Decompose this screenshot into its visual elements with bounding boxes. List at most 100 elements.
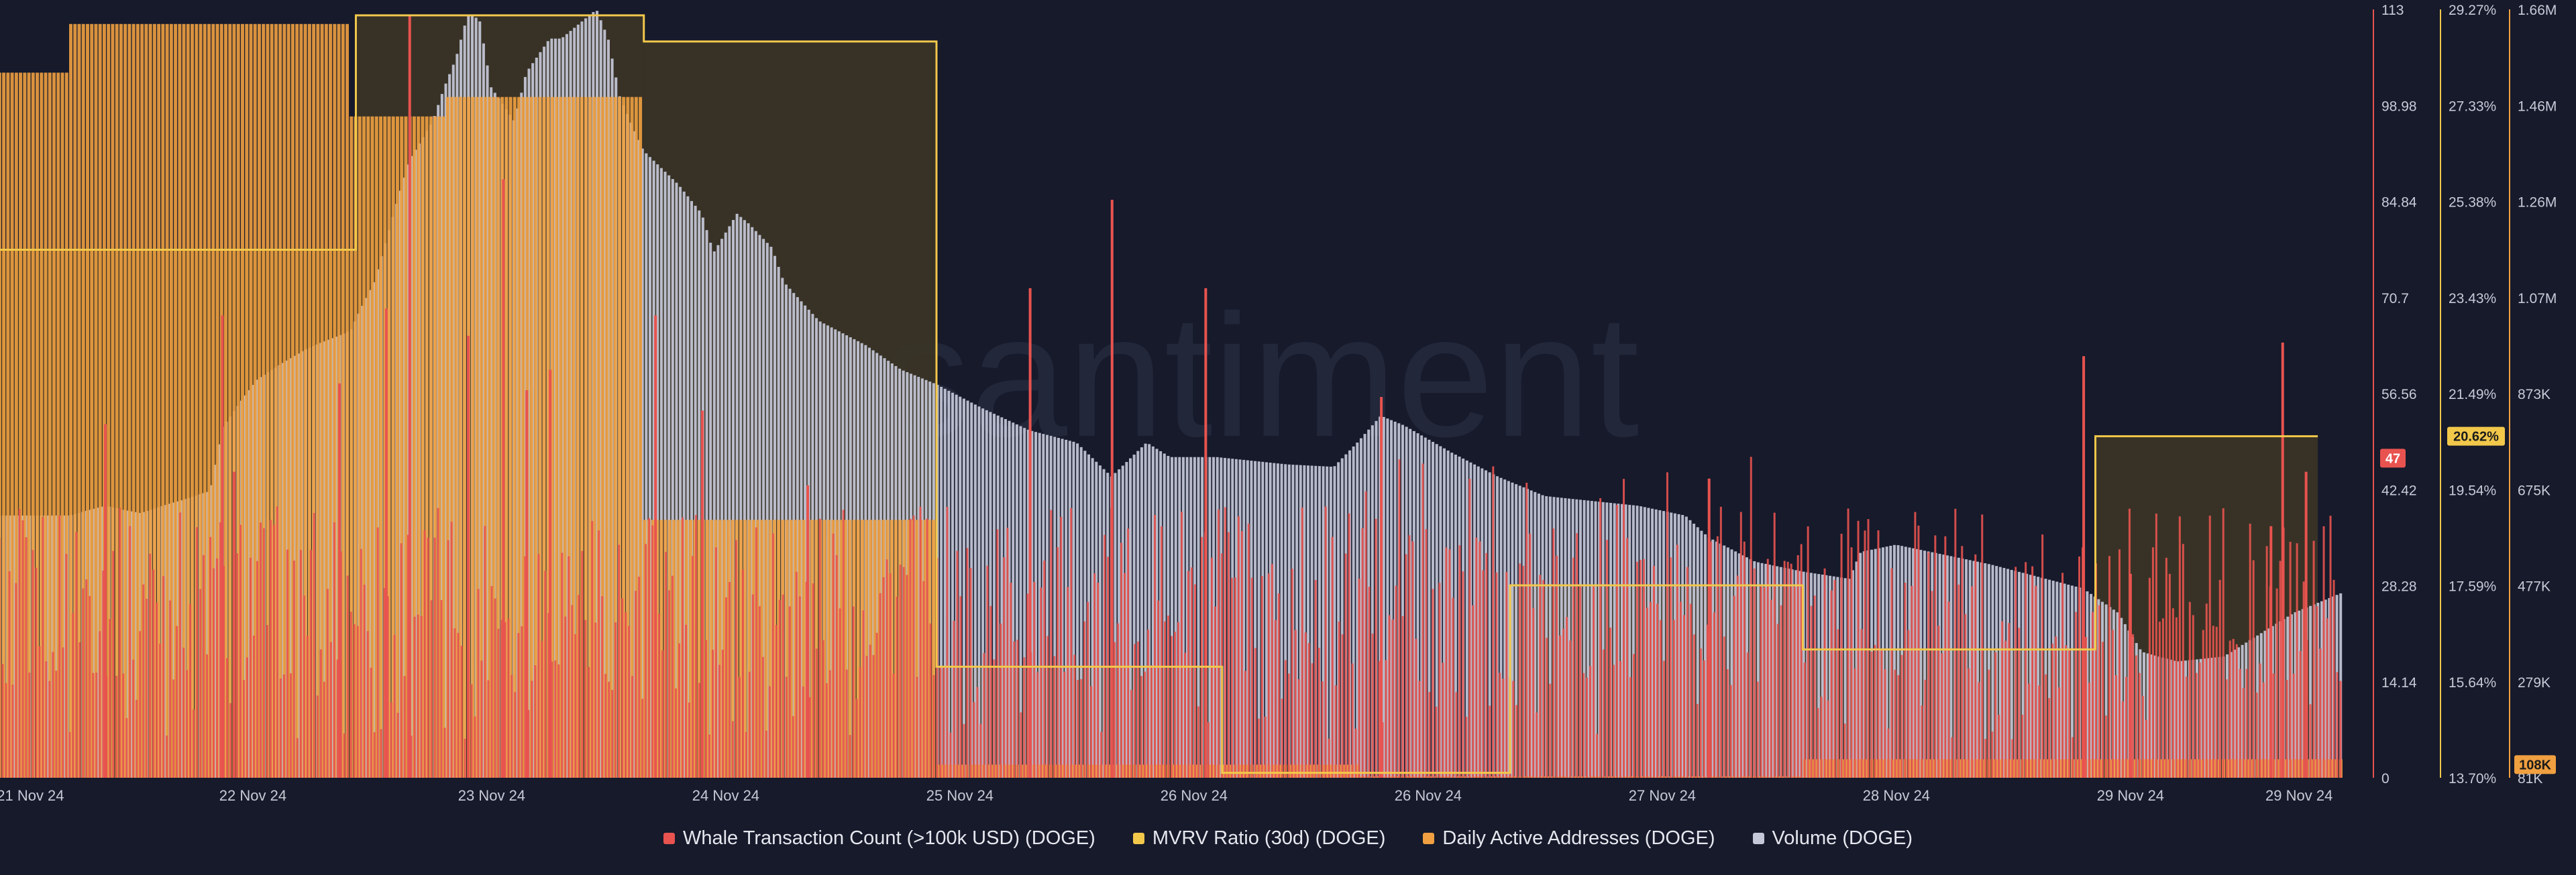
whale-bar — [2337, 672, 2339, 778]
whale-bar — [1348, 514, 1350, 778]
whale-bar — [2182, 544, 2184, 778]
whale-bar — [682, 518, 684, 778]
whale-bar — [1616, 505, 1618, 778]
whale-bar — [196, 527, 198, 778]
whale-bar — [1295, 630, 1297, 778]
legend-item-volume[interactable]: Volume (DOGE) — [1753, 827, 1913, 850]
whale-bar — [2219, 580, 2221, 778]
whale-bar — [769, 686, 771, 778]
whale-bar — [199, 589, 201, 778]
whale-bar — [2118, 549, 2121, 778]
whale-bar — [762, 657, 764, 778]
whale-peak-bar — [2269, 526, 2272, 778]
whale-bar — [286, 550, 288, 778]
whale-bar — [1569, 640, 1571, 778]
whale-bar — [470, 685, 472, 778]
whale-bar — [1291, 569, 1293, 778]
whale-bar — [1697, 704, 1699, 778]
whale-bar — [1693, 634, 1695, 778]
whale-bar — [812, 583, 814, 778]
volume-axis-tick: 1.46M — [2518, 99, 2557, 114]
whale-bar — [1566, 617, 1568, 778]
whale-bar — [1961, 546, 1963, 778]
whale-bar — [1720, 507, 1722, 778]
whale-bar — [1914, 512, 1916, 778]
whale-bar — [2303, 581, 2305, 778]
legend-swatch-volume — [1753, 833, 1764, 844]
santiment-watermark: santiment — [883, 279, 1640, 473]
whale-bar — [2233, 639, 2235, 778]
whale-bar — [2279, 561, 2282, 778]
whale-bar — [11, 685, 13, 778]
whale-bar — [1, 664, 3, 778]
whale-bar — [1676, 544, 1678, 778]
whale-bar — [1529, 534, 1531, 778]
whale-bar — [943, 667, 945, 778]
whale-bar — [873, 655, 875, 778]
whale-bar — [1586, 678, 1588, 778]
whale-bar — [343, 734, 345, 778]
whale-bar — [651, 526, 653, 778]
whale-bar — [1275, 620, 1277, 778]
whale-bar — [2021, 715, 2023, 778]
whale-bar — [1208, 722, 1210, 778]
whale-bar — [1435, 707, 1437, 778]
whale-bar — [638, 577, 640, 778]
whale-bar — [833, 534, 835, 778]
whale-peak-bar — [525, 390, 528, 778]
whale-bar — [843, 510, 845, 778]
whale-bar — [1452, 598, 1454, 778]
whale-bar — [2313, 541, 2315, 778]
whale-bar — [1157, 601, 1159, 778]
whale-bar — [1703, 660, 1705, 778]
whale-bar — [903, 567, 905, 778]
whale-bar — [270, 520, 272, 778]
whale-bar — [879, 593, 881, 778]
whale-bar — [521, 626, 523, 778]
whale-bar — [675, 689, 677, 778]
whale-bar — [474, 717, 476, 778]
whale-bar — [2300, 651, 2302, 778]
whale-bar — [2246, 669, 2248, 778]
whale-bar — [1723, 636, 1725, 778]
whale-bar — [477, 589, 479, 778]
whale-bar — [347, 575, 349, 778]
volume-bar — [1099, 465, 1102, 778]
whale-bar — [2259, 664, 2261, 778]
daa-bar — [295, 24, 299, 778]
whale-bar — [2008, 623, 2010, 778]
x-tick-label: 29 Nov 24 — [2097, 787, 2164, 804]
whale-bar — [2229, 640, 2231, 778]
whale-bar — [1415, 639, 1417, 778]
whale-bar — [2179, 516, 2181, 778]
legend-item-daa[interactable]: Daily Active Addresses (DOGE) — [1423, 827, 1715, 850]
whale-bar — [129, 526, 131, 778]
volume-axis-tick: 1.66M — [2518, 3, 2557, 18]
whale-bar — [2165, 558, 2167, 778]
whale-bar — [2085, 637, 2087, 778]
whale-bar — [367, 631, 369, 778]
x-tick-label: 28 Nov 24 — [1863, 787, 1930, 804]
whale-bar — [1318, 648, 1320, 778]
whale-bar — [1231, 578, 1233, 778]
whale-bar — [5, 683, 7, 778]
legend-item-mvrv[interactable]: MVRV Ratio (30d) (DOGE) — [1133, 827, 1386, 850]
whale-bar — [2290, 542, 2292, 778]
whale-bar — [1626, 538, 1628, 778]
whale-bar — [2226, 679, 2228, 778]
whale-bar — [2276, 589, 2278, 778]
whale-bar — [1606, 540, 1608, 778]
whale-bar — [1244, 671, 1246, 778]
legend-item-whale[interactable]: Whale Transaction Count (>100k USD) (DOG… — [663, 827, 1095, 850]
whale-bar — [1261, 576, 1263, 778]
whale-bar — [1130, 690, 1132, 778]
whale-bar — [729, 582, 731, 778]
whale-bar — [1063, 672, 1065, 778]
daa-bar — [136, 24, 140, 778]
whale-bar — [1623, 479, 1625, 778]
whale-bar — [611, 690, 613, 778]
whale-bar — [839, 608, 841, 778]
whale-bar — [1104, 535, 1106, 778]
volume-axis-tick: 1.07M — [2518, 291, 2557, 306]
